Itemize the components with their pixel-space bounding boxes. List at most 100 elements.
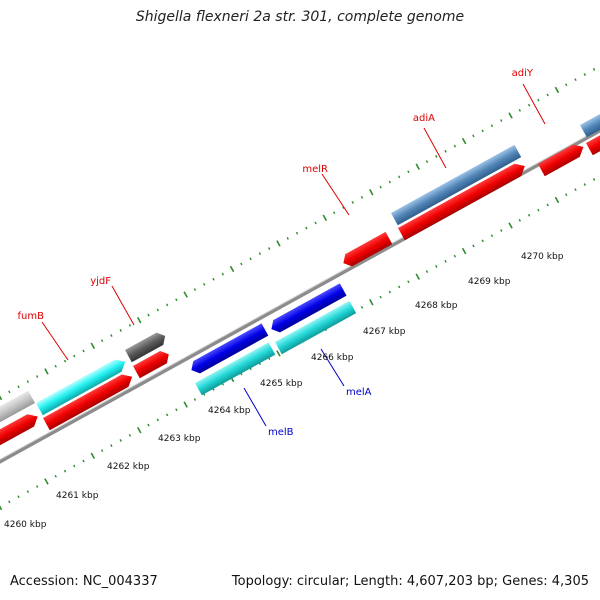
gene-feature-red-adia	[398, 163, 525, 241]
outer-minor-tick	[583, 73, 587, 76]
outer-minor-tick	[73, 354, 76, 358]
genome-summary-label: Topology: circular; Length: 4,607,203 bp…	[231, 574, 589, 589]
outer-minor-tick	[202, 282, 206, 286]
inner-major-tick	[44, 478, 49, 485]
outer-minor-tick	[119, 329, 122, 332]
inner-minor-tick	[592, 177, 596, 181]
inner-minor-tick	[435, 265, 438, 268]
inner-minor-tick	[193, 398, 197, 401]
outer-minor-tick	[397, 175, 401, 179]
leader-adia	[423, 127, 447, 169]
inner-minor-tick	[527, 213, 531, 217]
outer-minor-tick	[258, 252, 262, 256]
outer-major-tick	[183, 291, 188, 298]
inner-major-tick	[461, 247, 467, 255]
outer-minor-tick	[8, 390, 11, 394]
inner-major-tick	[369, 299, 374, 306]
outer-minor-tick	[286, 236, 289, 240]
inner-minor-tick	[17, 495, 20, 499]
inner-major-tick	[90, 452, 96, 459]
leader-melr	[321, 173, 350, 216]
gene-feature-red-edge	[586, 123, 600, 156]
outer-major-tick	[137, 317, 142, 324]
gene-feature-blue-1	[191, 323, 269, 374]
inner-minor-tick	[444, 259, 447, 263]
inner-minor-tick	[8, 500, 11, 504]
inner-minor-tick	[156, 418, 160, 422]
inner-minor-tick	[165, 413, 169, 417]
inner-minor-tick	[407, 280, 410, 284]
gene-feature-steel-blue	[391, 144, 522, 226]
leader-fumb	[41, 321, 69, 361]
outer-minor-tick	[193, 288, 197, 291]
outer-minor-tick	[342, 206, 345, 210]
outer-minor-tick	[175, 298, 178, 302]
inner-minor-tick	[82, 459, 85, 463]
accession-label: Accession: NC_004337	[10, 574, 158, 589]
inner-minor-tick	[397, 285, 401, 289]
outer-minor-tick	[592, 67, 596, 71]
outer-major-tick	[415, 163, 420, 170]
inner-major-tick	[183, 401, 188, 408]
outer-minor-tick	[212, 277, 215, 281]
outer-minor-tick	[110, 334, 113, 337]
gene-label-mela: melA	[346, 387, 372, 398]
outer-minor-tick	[360, 195, 364, 199]
outer-minor-tick	[481, 129, 484, 133]
outer-minor-tick	[249, 257, 252, 261]
outer-minor-tick	[490, 124, 494, 128]
inner-major-tick	[554, 196, 560, 204]
inner-minor-tick	[472, 244, 475, 248]
gene-labels: fumB yjdF melR adiA adiY melB melA	[18, 68, 534, 438]
inner-minor-tick	[35, 485, 39, 488]
outer-minor-tick	[63, 359, 67, 363]
outer-major-tick	[90, 342, 96, 349]
inner-minor-tick	[54, 474, 57, 478]
inner-major-tick	[415, 273, 420, 280]
inner-minor-tick	[175, 408, 178, 412]
outer-minor-tick	[82, 349, 85, 353]
leader-adiy	[522, 83, 546, 125]
scale-label: 4260 kbp	[4, 520, 47, 530]
inner-minor-tick	[518, 218, 522, 222]
inner-minor-tick	[63, 469, 67, 473]
inner-minor-tick	[583, 183, 587, 186]
outer-minor-tick	[388, 180, 392, 184]
outer-minor-tick	[444, 149, 447, 153]
scale-label: 4267 kbp	[363, 327, 406, 337]
outer-minor-tick	[472, 134, 475, 138]
gene-feature-dark-grey	[125, 332, 166, 363]
outer-minor-tick	[156, 308, 160, 312]
gene-feature-red-long	[43, 374, 133, 431]
outer-major-tick	[508, 112, 513, 119]
gene-feature-cyan-melb	[195, 342, 276, 396]
gene-feature-cyan-fumb	[36, 359, 126, 416]
inner-minor-tick	[388, 290, 392, 294]
inner-minor-tick	[500, 229, 503, 232]
inner-minor-tick	[360, 305, 364, 309]
outer-minor-tick	[128, 323, 132, 327]
outer-major-tick	[322, 214, 328, 221]
inner-minor-tick	[128, 433, 132, 437]
outer-minor-tick	[527, 103, 531, 107]
outer-tick-row	[0, 67, 596, 401]
outer-minor-tick	[518, 108, 522, 112]
inner-minor-tick	[546, 203, 549, 207]
scale-labels: 4260 kbp 4261 kbp 4262 kbp 4263 kbp 4264 kbp…	[4, 252, 564, 530]
gene-feature-cyan-mela	[275, 300, 357, 355]
scale-label: 4262 kbp	[107, 462, 150, 472]
leader-melb	[243, 387, 267, 427]
inner-major-tick	[0, 505, 3, 511]
outer-minor-tick	[332, 211, 336, 215]
scale-label: 4261 kbp	[56, 491, 99, 501]
inner-major-tick	[508, 222, 513, 229]
outer-minor-tick	[453, 144, 457, 148]
outer-major-tick	[44, 368, 49, 375]
outer-minor-tick	[295, 231, 299, 235]
outer-minor-tick	[435, 155, 438, 158]
scale-label: 4270 kbp	[521, 252, 564, 262]
inner-minor-tick	[453, 254, 457, 258]
outer-minor-tick	[546, 93, 549, 97]
leader-mela	[320, 348, 345, 387]
